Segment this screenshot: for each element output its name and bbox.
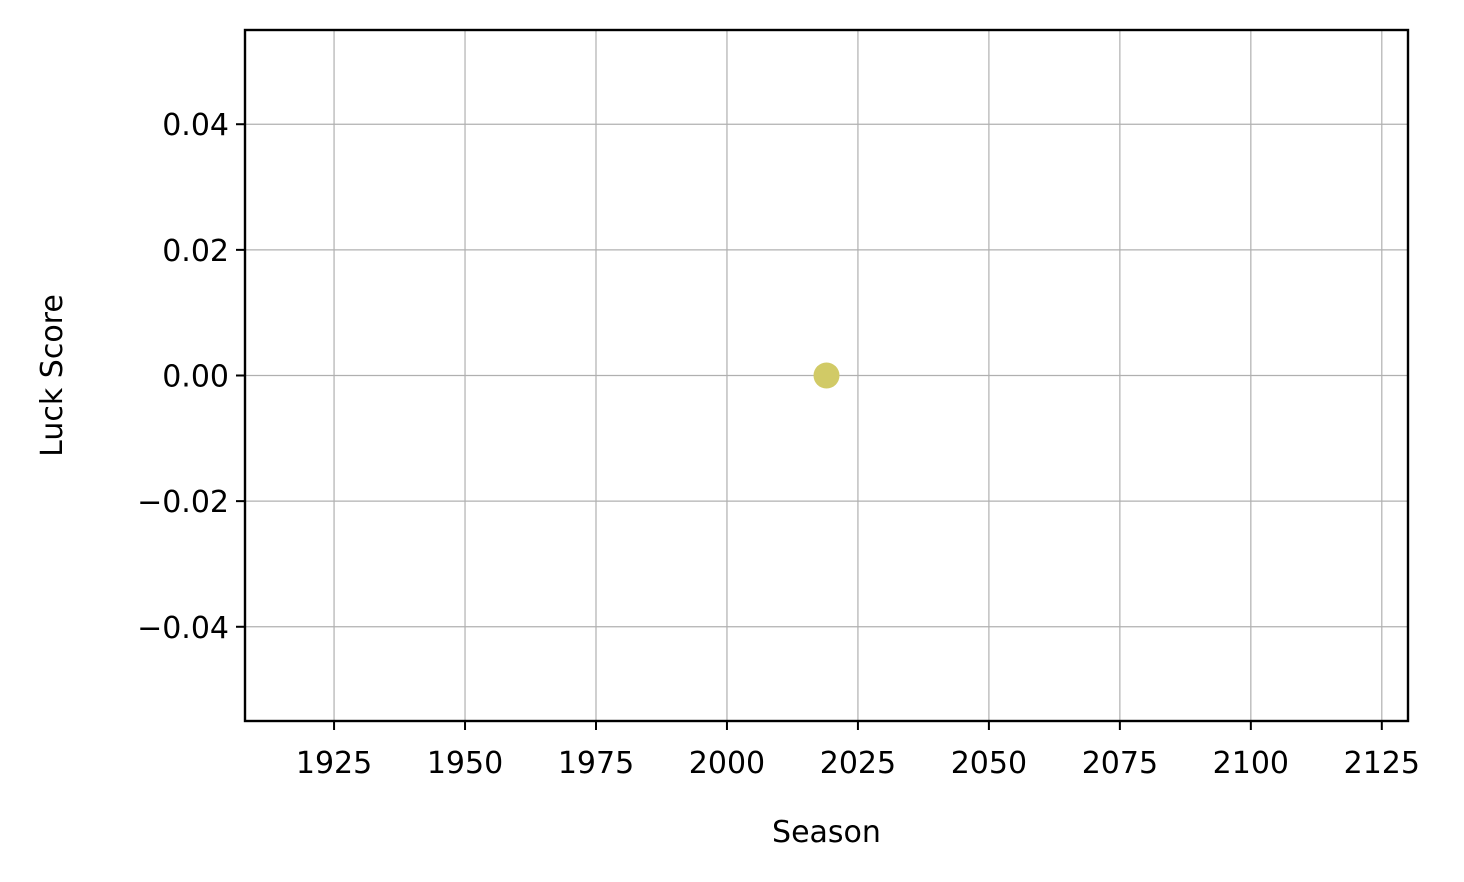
x-axis-label: Season bbox=[772, 815, 881, 850]
y-tick-label: −0.02 bbox=[137, 485, 229, 520]
data-point bbox=[813, 362, 840, 389]
data-points bbox=[813, 362, 840, 389]
grid bbox=[245, 30, 1408, 721]
x-tick-label: 2125 bbox=[1344, 746, 1420, 781]
x-axis: 1925 1950 1975 2000 2025 2050 2075 2100 2125 bbox=[296, 721, 1420, 781]
x-tick-label: 2100 bbox=[1213, 746, 1289, 781]
y-axis: −0.04 −0.02 0.00 0.02 0.04 bbox=[137, 108, 245, 646]
x-tick-label: 2025 bbox=[820, 746, 896, 781]
y-tick-label: 0.00 bbox=[162, 360, 229, 395]
y-tick-label: −0.04 bbox=[137, 611, 229, 646]
y-axis-label: Luck Score bbox=[35, 294, 70, 457]
x-tick-label: 1975 bbox=[558, 746, 634, 781]
y-tick-label: 0.04 bbox=[162, 108, 229, 143]
x-tick-label: 2075 bbox=[1082, 746, 1158, 781]
y-tick-label: 0.02 bbox=[162, 234, 229, 269]
x-tick-label: 2050 bbox=[951, 746, 1027, 781]
x-tick-label: 2000 bbox=[689, 746, 765, 781]
x-tick-label: 1925 bbox=[296, 746, 372, 781]
x-tick-label: 1950 bbox=[427, 746, 503, 781]
